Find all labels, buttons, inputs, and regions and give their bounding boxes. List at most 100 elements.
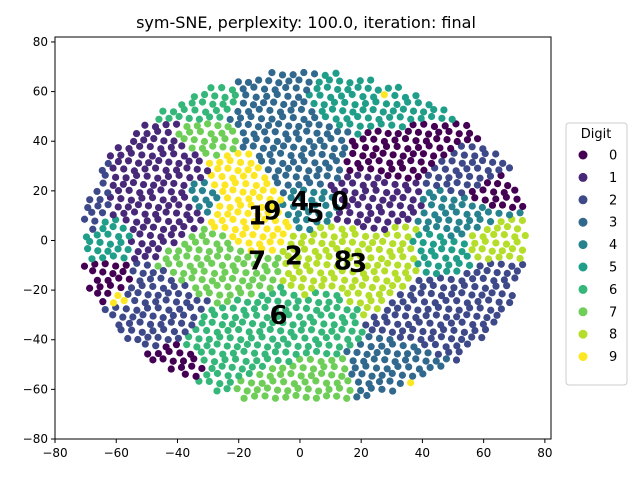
scatter-point-digit-3 <box>313 172 321 180</box>
scatter-point-digit-1 <box>399 210 407 219</box>
scatter-point-digit-3 <box>289 113 297 122</box>
scatter-point-digit-8 <box>308 237 316 245</box>
scatter-point-digit-2 <box>124 290 132 298</box>
scatter-point-digit-2 <box>490 318 498 326</box>
scatter-point-digit-8 <box>306 267 314 275</box>
scatter-point-digit-6 <box>263 343 272 351</box>
scatter-point-digit-8 <box>289 274 297 282</box>
scatter-point-digit-7 <box>312 377 320 385</box>
scatter-point-digit-0 <box>177 363 186 371</box>
scatter-point-digit-7 <box>207 130 215 138</box>
scatter-point-digit-1 <box>157 233 165 241</box>
scatter-point-digit-0 <box>162 343 170 351</box>
scatter-point-digit-3 <box>356 340 365 348</box>
scatter-point-digit-1 <box>356 211 364 219</box>
scatter-point-digit-5 <box>354 83 362 91</box>
scatter-point-digit-5 <box>414 260 422 268</box>
scatter-point-digit-1 <box>193 165 201 173</box>
scatter-point-digit-6 <box>279 289 287 297</box>
scatter-point-digit-0 <box>384 171 392 180</box>
scatter-point-digit-6 <box>200 356 208 364</box>
scatter-point-digit-2 <box>396 333 404 341</box>
scatter-point-digit-8 <box>488 247 496 255</box>
scatter-point-digit-6 <box>294 342 302 350</box>
scatter-point-digit-3 <box>375 334 384 343</box>
x-tick-label: 20 <box>354 446 369 460</box>
scatter-point-digit-2 <box>422 179 430 187</box>
scatter-point-digit-9 <box>380 91 388 99</box>
scatter-point-digit-5 <box>114 245 122 253</box>
scatter-point-digit-6 <box>358 328 366 336</box>
scatter-point-digit-7 <box>263 384 272 392</box>
scatter-point-digit-8 <box>381 267 389 275</box>
scatter-point-digit-5 <box>407 115 415 123</box>
scatter-point-digit-7 <box>202 238 210 246</box>
scatter-point-digit-2 <box>368 326 376 334</box>
scatter-point-digit-9 <box>236 158 245 167</box>
scatter-point-digit-5 <box>389 107 397 115</box>
scatter-point-digit-4 <box>441 209 450 217</box>
scatter-point-digit-7 <box>193 254 201 262</box>
scatter-point-digit-8 <box>299 275 307 283</box>
scatter-point-digit-3 <box>305 137 314 145</box>
legend-marker-7 <box>578 307 588 317</box>
scatter-point-digit-7 <box>208 277 216 285</box>
scatter-point-digit-3 <box>254 123 263 131</box>
scatter-point-digit-3 <box>255 76 263 84</box>
scatter-point-digit-2 <box>492 282 500 290</box>
scatter-point-digit-0 <box>104 289 112 297</box>
scatter-point-digit-1 <box>164 128 172 137</box>
scatter-point-digit-3 <box>239 129 247 137</box>
scatter-point-digit-7 <box>221 268 229 276</box>
scatter-point-digit-7 <box>172 253 181 261</box>
scatter-point-digit-6 <box>322 333 330 342</box>
scatter-point-digit-3 <box>234 120 242 128</box>
scatter-point-digit-8 <box>348 283 356 291</box>
scatter-point-digit-3 <box>322 159 330 167</box>
scatter-point-digit-9 <box>221 223 229 232</box>
scatter-point-digit-2 <box>485 296 493 304</box>
scatter-point-digit-8 <box>372 232 380 240</box>
scatter-point-digit-0 <box>112 262 120 270</box>
scatter-point-digit-0 <box>500 188 508 197</box>
scatter-point-digit-0 <box>435 128 443 136</box>
x-tick-label: −40 <box>165 446 190 460</box>
legend-box <box>565 122 628 386</box>
scatter-point-digit-4 <box>306 225 314 234</box>
scatter-point-digit-7 <box>292 391 300 400</box>
scatter-point-digit-9 <box>234 237 242 245</box>
scatter-point-digit-7 <box>183 122 191 131</box>
scatter-point-digit-5 <box>343 115 351 123</box>
scatter-point-digit-2 <box>442 343 450 351</box>
scatter-point-digit-6 <box>269 335 277 343</box>
scatter-point-digit-2 <box>98 209 107 217</box>
scatter-point-digit-3 <box>353 348 361 357</box>
scatter-point-digit-4 <box>297 194 306 202</box>
scatter-point-digit-2 <box>513 267 521 275</box>
scatter-point-digit-8 <box>484 255 493 263</box>
scatter-point-digit-6 <box>253 341 262 349</box>
scatter-point-digit-2 <box>98 166 106 175</box>
scatter-point-digit-3 <box>295 76 303 84</box>
scatter-point-digit-8 <box>365 245 373 253</box>
scatter-point-digit-7 <box>200 225 208 233</box>
scatter-point-digit-3 <box>269 144 278 152</box>
scatter-point-digit-9 <box>245 150 253 158</box>
scatter-point-digit-6 <box>274 341 282 350</box>
scatter-point-digit-9 <box>245 239 253 247</box>
scatter-point-digit-2 <box>157 320 165 329</box>
scatter-point-digit-6 <box>218 84 226 92</box>
scatter-point-digit-2 <box>437 321 445 329</box>
scatter-point-digit-5 <box>409 237 417 245</box>
scatter-point-digit-3 <box>311 159 319 167</box>
scatter-point-digit-6 <box>228 363 236 371</box>
scatter-point-digit-6 <box>253 311 261 319</box>
scatter-point-digit-6 <box>302 349 310 357</box>
scatter-point-digit-1 <box>351 189 359 197</box>
scatter-point-digit-2 <box>442 296 450 305</box>
scatter-point-digit-3 <box>290 143 298 151</box>
scatter-point-digit-8 <box>333 262 341 270</box>
scatter-point-digit-7 <box>195 290 203 298</box>
scatter-point-digit-6 <box>216 113 224 121</box>
scatter-point-digit-2 <box>378 326 386 334</box>
